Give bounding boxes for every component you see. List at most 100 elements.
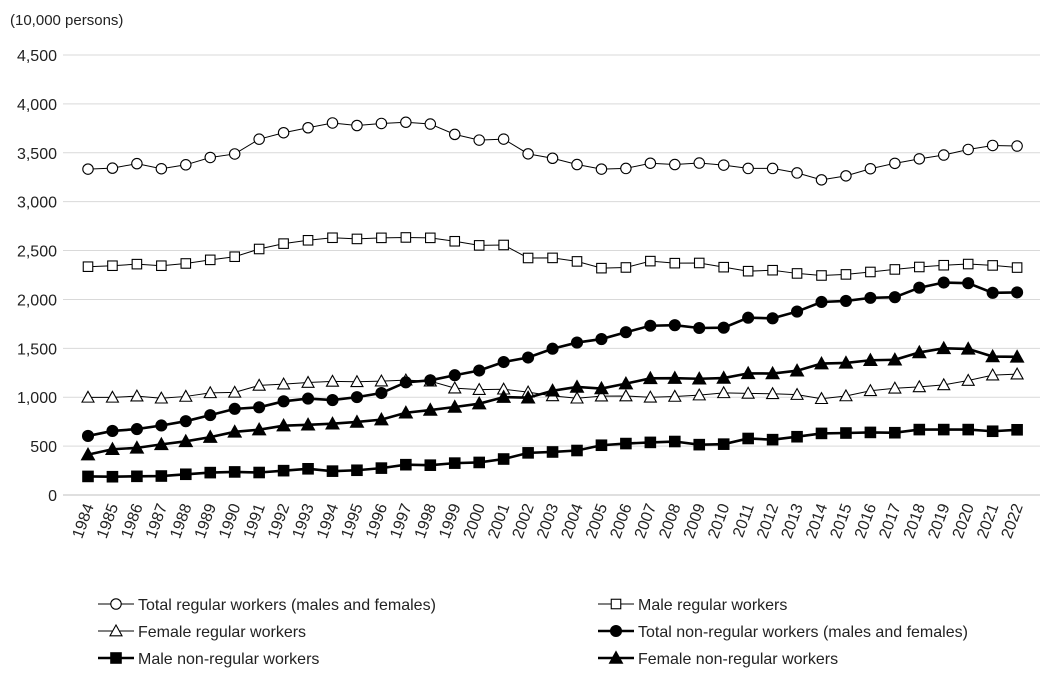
data-point [373, 411, 389, 426]
legend-marker [608, 650, 624, 664]
legend-label: Male non-regular workers [138, 651, 319, 668]
data-point [546, 152, 559, 165]
legend-marker [109, 623, 123, 637]
legend-item-total-non-regular-workers-males-and-females: Total non-regular workers (males and fem… [598, 624, 968, 641]
data-point [375, 462, 388, 474]
data-point [596, 262, 607, 274]
data-point [887, 381, 902, 394]
data-point [911, 344, 927, 359]
data-point [643, 390, 658, 403]
data-point [937, 276, 950, 289]
data-point [791, 268, 803, 279]
series-line [87, 347, 1018, 456]
data-point [912, 379, 927, 393]
legend-label: Male regular workers [638, 597, 787, 614]
data-point [326, 117, 339, 129]
data-point [229, 251, 240, 263]
data-point [865, 266, 876, 278]
data-point [547, 252, 558, 264]
legend-item-female-regular-workers: Female regular workers [98, 623, 306, 641]
y-tick-label: 2,500 [17, 244, 57, 261]
data-point [349, 414, 365, 428]
data-point [400, 116, 412, 129]
data-point [571, 256, 583, 267]
y-tick-label: 500 [30, 439, 57, 456]
data-point [717, 321, 730, 334]
data-point [791, 167, 803, 179]
gridlines [63, 54, 1040, 447]
data-point [202, 429, 218, 443]
y-tick-label: 4,500 [17, 48, 57, 65]
x-tick-labels: 1984198519861987198819891990199119921993… [70, 501, 1027, 540]
data-point [522, 148, 534, 160]
data-point [325, 416, 340, 430]
data-point [962, 423, 975, 436]
y-tick-label: 4,000 [17, 97, 57, 114]
y-tick-label: 3,000 [17, 195, 57, 212]
data-point [424, 232, 436, 244]
data-point [766, 312, 779, 325]
data-point [594, 389, 609, 402]
data-point [742, 265, 754, 277]
data-point [766, 162, 779, 175]
data-point [82, 470, 94, 483]
data-point [620, 262, 632, 273]
data-point [619, 326, 632, 339]
data-point [1011, 140, 1023, 152]
data-point [228, 402, 241, 415]
data-point [814, 391, 829, 405]
legend-item-male-regular-workers: Male regular workers [598, 597, 787, 614]
data-point [449, 235, 461, 247]
data-point [204, 466, 217, 479]
data-point [618, 388, 633, 402]
data-point [472, 382, 487, 395]
data-point [471, 396, 487, 410]
data-point [814, 355, 829, 370]
series-female-non-regular-workers [80, 340, 1025, 461]
data-point [204, 409, 217, 422]
data-point [595, 332, 608, 346]
data-point [889, 157, 901, 170]
data-point [644, 319, 657, 332]
data-point [351, 464, 363, 477]
data-point [936, 377, 951, 391]
data-point [668, 435, 681, 448]
series-group [80, 116, 1025, 483]
data-point [815, 295, 828, 309]
data-point [620, 437, 632, 450]
data-point [986, 286, 999, 299]
data-point [522, 351, 535, 364]
data-point [398, 405, 414, 419]
data-point [718, 261, 730, 273]
data-point [351, 119, 363, 132]
data-point [156, 260, 167, 272]
data-point [276, 418, 292, 432]
y-tick-label: 1,500 [17, 341, 57, 358]
data-point [717, 159, 730, 171]
data-point [546, 446, 559, 458]
data-point [350, 374, 364, 388]
data-point [668, 319, 681, 332]
data-point [155, 470, 168, 482]
legend-marker [110, 652, 122, 664]
data-point [496, 389, 512, 403]
legend-label: Female non-regular workers [638, 651, 838, 668]
data-point [178, 389, 193, 402]
data-point [277, 395, 290, 408]
data-point [522, 252, 534, 264]
data-point [961, 373, 976, 386]
data-point [522, 447, 534, 459]
data-point [645, 255, 656, 267]
data-point [178, 433, 194, 448]
data-point [497, 453, 510, 465]
data-point [1009, 349, 1025, 363]
data-point [985, 367, 1000, 381]
data-point [667, 370, 683, 384]
data-point [106, 162, 119, 174]
data-point [82, 163, 94, 175]
data-point [376, 232, 387, 244]
data-point [815, 427, 828, 440]
legend-marker [110, 598, 122, 610]
legend-item-total-regular-workers-males-and-females: Total regular workers (males and females… [98, 597, 436, 614]
